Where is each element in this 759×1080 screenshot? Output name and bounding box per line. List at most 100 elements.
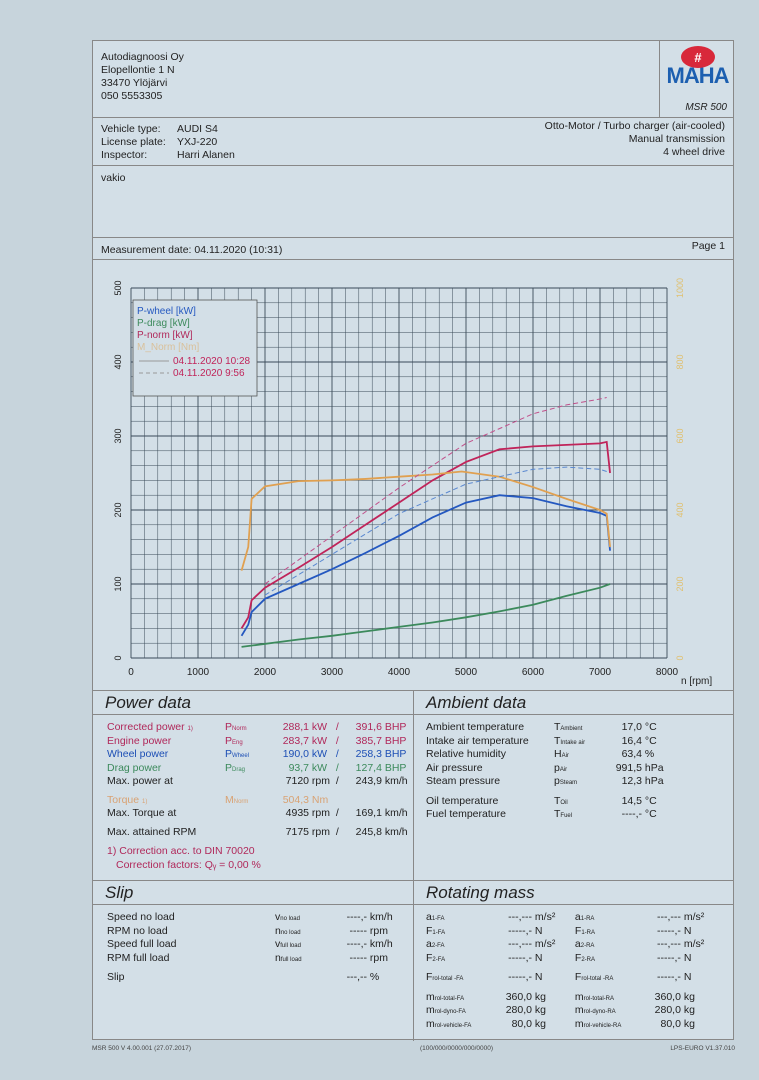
x-tick-label: 5000 (455, 667, 478, 678)
maha-emblem-icon: # (681, 46, 715, 68)
license-plate: YXJ-220 (177, 136, 218, 148)
maha-logo: # MAHA MSR 500 (659, 41, 735, 117)
inspector: Harri Alanen (177, 149, 235, 161)
y-left-tick-label: 500 (113, 280, 123, 295)
symbol: PNorm (225, 721, 247, 733)
symbol: F1-FA (426, 924, 446, 937)
legend-entry: P-norm [kW] (137, 330, 193, 341)
symbol: PWheel (225, 748, 250, 760)
footer-version: MSR 500 V 4.00.001 (27.07.2017) (92, 1045, 192, 1052)
y-left-tick-label: 200 (113, 502, 123, 517)
ambient-row: Steam pressure pSteam 12,3 hPa (426, 775, 726, 789)
x-axis-label: n [rpm] (681, 676, 712, 687)
rotating-mass-data: Rotating mass a1-FA ---,--- m/s² a1-RA ---,… (414, 881, 733, 1030)
symbol: pSteam (554, 775, 578, 787)
correction-factor: Correction factors: Qᵧ = 0,00 % (116, 858, 261, 871)
symbol: a1-RA (574, 911, 595, 923)
y-left-tick-label: 100 (113, 576, 123, 591)
rotating-mass-row: mrol-total-FA 360,0 kg mrol-total-RA 360,0 … (426, 991, 731, 1005)
x-tick-label: 7000 (589, 667, 612, 678)
company-phone: 050 5553305 (101, 90, 163, 102)
symbol: TAmbient (554, 721, 583, 733)
symbol: nno load (275, 924, 301, 937)
ambient-row: Intake air temperature TIntake air 16,4 °C (426, 735, 726, 749)
rotating-mass-row: F2-FA -----,- N F2-RA -----,- N (426, 952, 731, 966)
license-plate-label: License plate: (101, 136, 166, 148)
legend-run: 04.11.2020 10:28 (173, 356, 251, 367)
correction-note: 1) Correction acc. to DIN 70020 (107, 845, 255, 857)
notes: vakio (93, 166, 733, 238)
series-line-p-wheel-run2 (264, 466, 607, 596)
power-row: Wheel power PWheel 190,0 kW/258,3 BHP (107, 748, 407, 762)
symbol: F2-RA (574, 951, 596, 964)
symbol: TOil (554, 794, 568, 807)
drive-type: 4 wheel drive (663, 146, 725, 158)
symbol: TFuel (554, 808, 573, 820)
slip-row: Speed no load vno load ----,- km/h (107, 911, 407, 925)
x-tick-label: 6000 (522, 667, 545, 678)
company-street: Elopellontie 1 N (101, 64, 175, 76)
x-tick-label: 4000 (388, 667, 411, 678)
symbol: vno load (275, 911, 300, 923)
ambient-data-title: Ambient data (414, 691, 733, 715)
ambient-data: Ambient data Ambient temperature TAmbient… (414, 691, 733, 820)
symbol: mrol-vehicle-FA (426, 1017, 472, 1030)
symbol: PEng (225, 734, 243, 747)
symbol: mrol-dyno-FA (426, 1004, 466, 1016)
series-line-p-wheel-run1 (240, 494, 611, 637)
max-torque-row: Max. Torque at 4935 rpm/169,1 km/h (107, 807, 408, 819)
slip-data: Slip Speed no load vno load ----,- km/h RPM… (93, 881, 413, 983)
symbol: nfull load (275, 951, 302, 964)
vehicle-info: Vehicle type: AUDI S4 License plate: YXJ-2… (93, 118, 733, 166)
slip-title: Slip (93, 881, 413, 905)
rotating-mass-title: Rotating mass (414, 881, 733, 905)
rotating-mass-row: a1-FA ---,--- m/s² a1-RA ---,--- m/s² (426, 911, 731, 925)
symbol: MNorm (225, 793, 249, 806)
symbol: mrol-dyno-RA (574, 1004, 616, 1016)
x-tick-label: 0 (128, 667, 134, 678)
y-left-tick-label: 0 (113, 655, 123, 660)
data-section-2: Slip Speed no load vno load ----,- km/h RPM… (93, 881, 733, 1041)
y-right-tick-label: 200 (675, 576, 685, 591)
slip-row: Slip ---,-- % (107, 971, 380, 983)
footer-code: (100/000/0000/000/0000) (420, 1045, 494, 1052)
x-tick-label: 8000 (656, 667, 679, 678)
symbol: mrol-total-RA (574, 990, 615, 1003)
power-data: Power data Corrected power 1) PNorm 288,1 … (93, 691, 413, 871)
x-tick-label: 2000 (254, 667, 277, 678)
symbol: a1-FA (426, 911, 445, 923)
data-section-1: Power data Corrected power 1) PNorm 288,1 … (93, 691, 733, 881)
power-row: Drag power PDrag 93,7 kW/127,4 BHP (107, 762, 407, 776)
rotating-mass-row: Frol-total -FA -----,- N Frol-total -RA ---… (426, 971, 731, 985)
inspector-label: Inspector: (101, 149, 148, 161)
ambient-row: Oil temperature TOil 14,5 °C (426, 795, 726, 809)
symbol: Frol-total -RA (574, 971, 614, 983)
company-address: Autodiagnoosi Oy Elopellontie 1 N 33470 … (101, 51, 184, 103)
legend-entry: P-wheel [kW] (137, 306, 196, 317)
y-right-tick-label: 0 (675, 655, 685, 660)
measurement-row: Measurement date: 04.11.2020 (10:31) Pag… (93, 238, 733, 260)
ambient-row: Ambient temperature TAmbient 17,0 °C (426, 721, 726, 735)
series-line-p-drag-run1 (241, 583, 611, 648)
power-row: Corrected power 1) PNorm 288,1 kW/391,6 BH… (107, 721, 407, 735)
vehicle-type: AUDI S4 (177, 123, 218, 135)
y-left-tick-label: 400 (113, 354, 123, 369)
company-name: Autodiagnoosi Oy (101, 51, 184, 63)
engine-type: Otto-Motor / Turbo charger (air-cooled) (544, 120, 725, 132)
chart-area: 0 1000 2000 3000 4000 5000 6000 7000 8000 n [rpm]… (93, 260, 733, 691)
rotating-mass-row: mrol-dyno-FA 280,0 kg mrol-dyno-RA 280,0 kg (426, 1004, 731, 1018)
legend-entry: M_Norm [Nm] (137, 342, 199, 353)
slip-row: RPM full load nfull load ----- rpm (107, 952, 407, 966)
y-right-tick-label: 600 (675, 428, 685, 443)
symbol: F1-RA (574, 924, 596, 937)
model-name: MSR 500 (685, 102, 727, 113)
symbol: mrol-vehicle-RA (574, 1017, 622, 1030)
report-header: Autodiagnoosi Oy Elopellontie 1 N 33470 … (93, 41, 733, 118)
series-line-p-norm-run1 (240, 440, 611, 629)
notes-text: vakio (101, 172, 126, 184)
ambient-row: Relative humidity HAir 63,4 % (426, 748, 726, 762)
x-tick-label: 3000 (321, 667, 344, 678)
vehicle-type-label: Vehicle type: (101, 123, 161, 135)
transmission: Manual transmission (628, 133, 725, 145)
